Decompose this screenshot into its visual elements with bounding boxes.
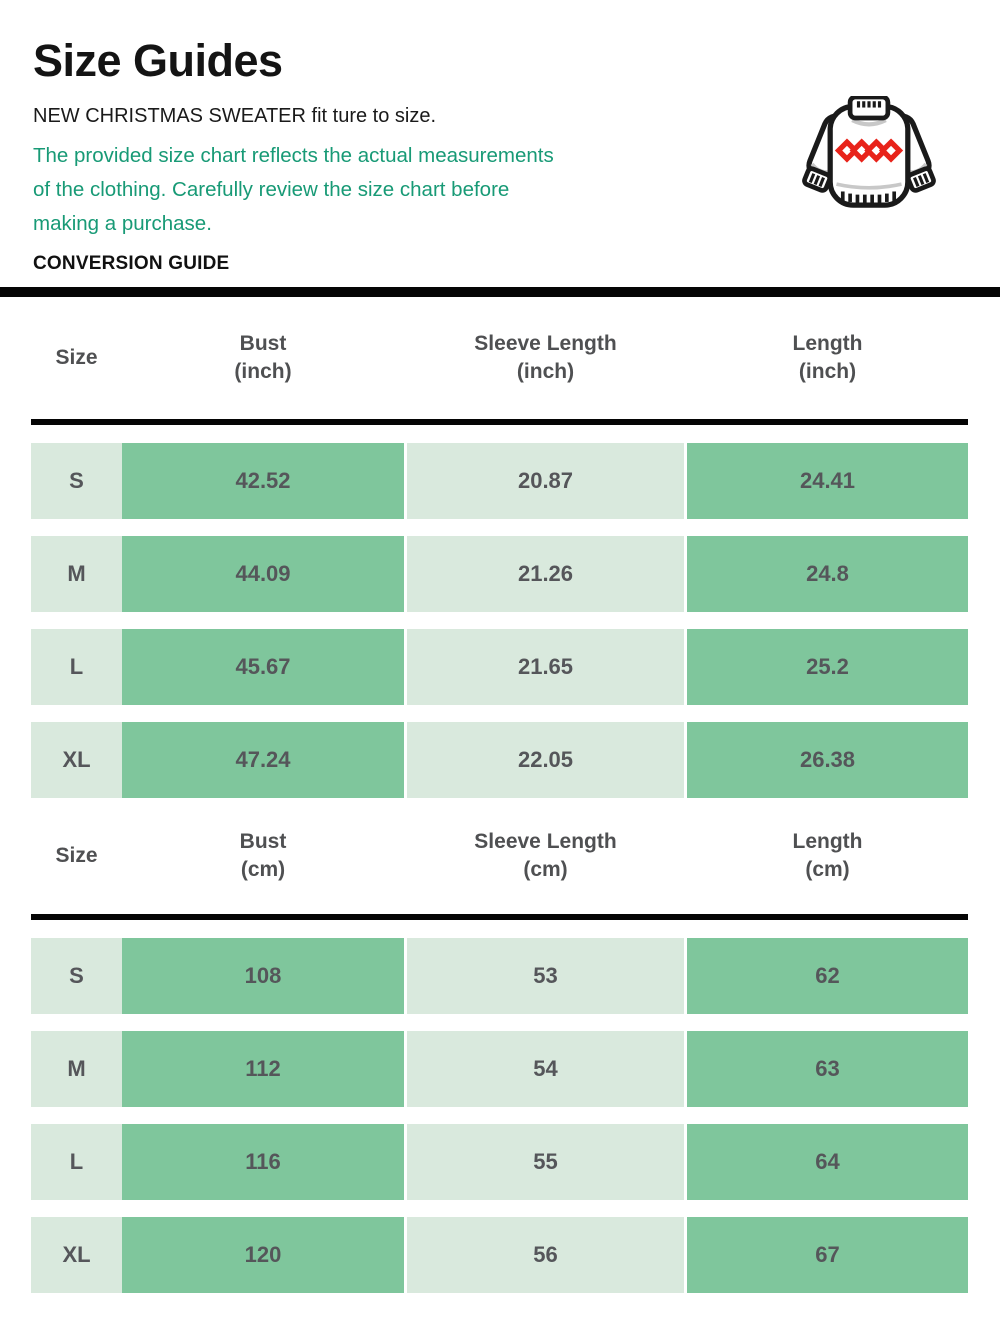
bust-value: 116 bbox=[122, 1124, 404, 1200]
length-value: 62 bbox=[687, 938, 968, 1014]
inch-row-m: M 44.09 21.26 24.8 bbox=[31, 536, 968, 612]
fit-note-text: NEW CHRISTMAS SWEATER fit ture to size. bbox=[33, 105, 437, 127]
inch-header-bust: Bust (inch) bbox=[234, 332, 292, 383]
size-label: L bbox=[31, 1124, 122, 1200]
inch-header-sleeve: Sleeve Length (inch) bbox=[474, 332, 617, 383]
cm-row-xl: XL 120 56 67 bbox=[31, 1217, 968, 1293]
cm-header-length: Length (cm) bbox=[792, 830, 863, 881]
bust-value: 42.52 bbox=[122, 443, 404, 519]
size-label: XL bbox=[31, 722, 122, 798]
inch-row-s: S 42.52 20.87 24.41 bbox=[31, 443, 968, 519]
cm-row-s: S 108 53 62 bbox=[31, 938, 968, 1014]
length-value: 67 bbox=[687, 1217, 968, 1293]
bust-value: 120 bbox=[122, 1217, 404, 1293]
size-label: M bbox=[31, 536, 122, 612]
bust-value: 45.67 bbox=[122, 629, 404, 705]
sleeve-value: 22.05 bbox=[407, 722, 684, 798]
top-divider-bar bbox=[0, 287, 1000, 297]
length-value: 24.8 bbox=[687, 536, 968, 612]
cm-header-bust: Bust (cm) bbox=[239, 830, 287, 881]
length-value: 25.2 bbox=[687, 629, 968, 705]
sleeve-value: 21.26 bbox=[407, 536, 684, 612]
size-label: XL bbox=[31, 1217, 122, 1293]
sleeve-value: 20.87 bbox=[407, 443, 684, 519]
size-table-cm: Size Bust (cm) Sleeve Length (cm) Length… bbox=[31, 798, 968, 1293]
cm-header-size: Size bbox=[55, 844, 98, 867]
inch-header-size: Size bbox=[55, 346, 98, 369]
bust-value: 112 bbox=[122, 1031, 404, 1107]
page-title: Size Guides bbox=[33, 35, 283, 86]
cm-header-divider bbox=[31, 914, 968, 920]
inch-header-length: Length (inch) bbox=[792, 332, 863, 383]
inch-row-l: L 45.67 21.65 25.2 bbox=[31, 629, 968, 705]
size-table-inch: Size Bust (inch) Sleeve Length (inch) Le… bbox=[31, 297, 968, 798]
inch-table-header-row: Size Bust (inch) Sleeve Length (inch) Le… bbox=[31, 297, 968, 419]
bust-value: 44.09 bbox=[122, 536, 404, 612]
size-label: S bbox=[31, 443, 122, 519]
cm-table-header-row: Size Bust (cm) Sleeve Length (cm) Length… bbox=[31, 798, 968, 914]
cm-header-sleeve: Sleeve Length (cm) bbox=[474, 830, 617, 881]
cm-row-m: M 112 54 63 bbox=[31, 1031, 968, 1107]
sleeve-value: 21.65 bbox=[407, 629, 684, 705]
sleeve-value: 55 bbox=[407, 1124, 684, 1200]
christmas-sweater-icon bbox=[798, 94, 940, 224]
length-value: 26.38 bbox=[687, 722, 968, 798]
sleeve-value: 53 bbox=[407, 938, 684, 1014]
conversion-guide-label: CONVERSION GUIDE bbox=[33, 253, 230, 274]
page-header: Size Guides NEW CHRISTMAS SWEATER fit tu… bbox=[0, 0, 1000, 275]
size-label: S bbox=[31, 938, 122, 1014]
length-value: 24.41 bbox=[687, 443, 968, 519]
bust-value: 47.24 bbox=[122, 722, 404, 798]
length-value: 64 bbox=[687, 1124, 968, 1200]
inch-row-xl: XL 47.24 22.05 26.38 bbox=[31, 722, 968, 798]
bust-value: 108 bbox=[122, 938, 404, 1014]
size-label: M bbox=[31, 1031, 122, 1107]
sleeve-value: 54 bbox=[407, 1031, 684, 1107]
size-label: L bbox=[31, 629, 122, 705]
size-chart-description: The provided size chart reflects the act… bbox=[33, 144, 554, 235]
inch-header-divider bbox=[31, 419, 968, 425]
cm-row-l: L 116 55 64 bbox=[31, 1124, 968, 1200]
sleeve-value: 56 bbox=[407, 1217, 684, 1293]
length-value: 63 bbox=[687, 1031, 968, 1107]
